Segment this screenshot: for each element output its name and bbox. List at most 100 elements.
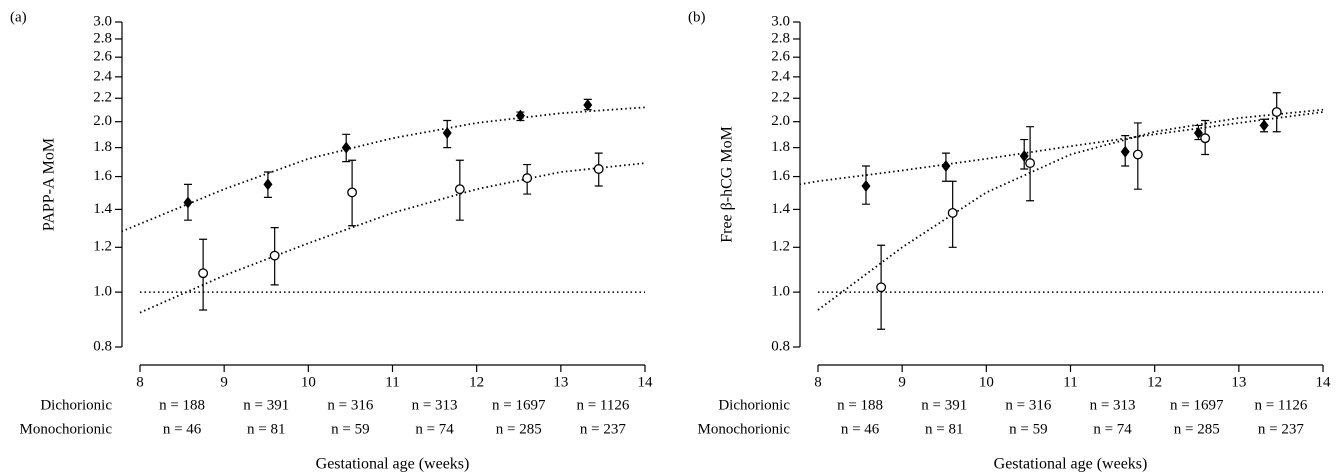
diamond-marker xyxy=(263,178,273,191)
circle-marker xyxy=(1025,158,1036,169)
y-tick-label: 1.4 xyxy=(93,201,112,217)
diamond-marker xyxy=(183,196,193,209)
diamond-marker xyxy=(861,179,871,192)
circle-marker xyxy=(454,184,465,195)
sample-size: n = 391 xyxy=(921,397,967,413)
circle-marker xyxy=(269,250,280,261)
y-tick-label: 2.4 xyxy=(93,68,112,84)
circle-marker xyxy=(1132,149,1143,160)
y-tick-label: 1.0 xyxy=(93,284,112,300)
y-axis-title: PAPP-A MoM xyxy=(41,138,58,231)
diamond-marker xyxy=(941,160,951,173)
fit-curve xyxy=(817,108,1324,311)
table-row-label: Monochorionic xyxy=(698,421,791,437)
x-tick-label: 12 xyxy=(469,374,484,390)
y-tick-label: 2.8 xyxy=(93,30,112,46)
sample-size: n = 188 xyxy=(159,397,205,413)
x-axis-title: Gestational age (weeks) xyxy=(994,456,1148,473)
x-tick-label: 11 xyxy=(385,374,399,390)
sample-size: n = 81 xyxy=(247,421,285,437)
sample-size: n = 1126 xyxy=(1254,397,1307,413)
sample-size: n = 59 xyxy=(331,421,369,437)
diamond-marker xyxy=(1120,145,1130,158)
y-tick-label: 0.8 xyxy=(771,338,790,354)
fit-curve xyxy=(799,111,1324,186)
sample-size: n = 74 xyxy=(1093,421,1132,437)
x-tick-label: 9 xyxy=(898,374,906,390)
y-tick-label: 1.8 xyxy=(93,139,112,155)
diamond-marker xyxy=(1019,149,1029,162)
y-tick-label: 1.2 xyxy=(93,239,112,255)
x-tick-label: 10 xyxy=(301,374,316,390)
sample-size: n = 316 xyxy=(327,397,373,413)
x-tick-label: 13 xyxy=(553,374,568,390)
circle-marker xyxy=(876,282,887,293)
y-tick-label: 2.8 xyxy=(771,30,790,46)
y-tick-label: 1.4 xyxy=(771,201,790,217)
fit-curve xyxy=(121,106,646,233)
fit-curve xyxy=(139,162,646,314)
x-tick-label: 10 xyxy=(979,374,994,390)
sample-size: n = 188 xyxy=(837,397,883,413)
panel-label: (b) xyxy=(688,9,706,25)
x-tick-label: 9 xyxy=(220,374,228,390)
y-tick-label: 3.0 xyxy=(93,13,112,29)
x-tick-label: 8 xyxy=(814,374,822,390)
circle-marker xyxy=(522,173,533,184)
y-tick-label: 1.8 xyxy=(771,139,790,155)
sample-size: n = 237 xyxy=(580,421,626,437)
y-tick-label: 3.0 xyxy=(771,13,790,29)
x-tick-label: 11 xyxy=(1063,374,1077,390)
y-tick-label: 1.0 xyxy=(771,284,790,300)
y-axis-title: Free β-hCG MoM xyxy=(719,126,736,243)
sample-size: n = 81 xyxy=(925,421,963,437)
x-tick-label: 8 xyxy=(136,374,144,390)
circle-marker xyxy=(947,207,958,218)
sample-size: n = 285 xyxy=(496,421,542,437)
x-tick-label: 13 xyxy=(1231,374,1246,390)
y-tick-label: 0.8 xyxy=(93,338,112,354)
circle-marker xyxy=(1200,133,1211,144)
circle-marker xyxy=(347,187,358,198)
y-tick-label: 2.4 xyxy=(771,68,790,84)
sample-size: n = 316 xyxy=(1005,397,1051,413)
table-row-label: Dichorionic xyxy=(40,397,112,413)
table-row-label: Monochorionic xyxy=(20,421,113,437)
y-tick-label: 2.6 xyxy=(771,49,790,65)
sample-size: n = 74 xyxy=(415,421,454,437)
x-tick-label: 14 xyxy=(1316,374,1332,390)
diamond-marker xyxy=(583,99,593,112)
sample-size: n = 285 xyxy=(1174,421,1220,437)
x-axis-title: Gestational age (weeks) xyxy=(316,456,470,473)
sample-size: n = 313 xyxy=(412,397,458,413)
diamond-marker xyxy=(341,141,351,154)
sample-size: n = 46 xyxy=(163,421,202,437)
diamond-marker xyxy=(442,127,452,140)
y-tick-label: 2.0 xyxy=(771,113,790,129)
circle-marker xyxy=(198,268,209,279)
sample-size: n = 313 xyxy=(1090,397,1136,413)
y-tick-label: 2.2 xyxy=(771,90,790,106)
y-tick-label: 2.0 xyxy=(93,113,112,129)
panel-label: (a) xyxy=(10,9,27,25)
y-tick-label: 1.6 xyxy=(771,168,790,184)
sample-size: n = 391 xyxy=(243,397,289,413)
sample-size: n = 237 xyxy=(1258,421,1304,437)
circle-marker xyxy=(1271,107,1282,118)
sample-size: n = 46 xyxy=(841,421,880,437)
y-tick-label: 2.6 xyxy=(93,49,112,65)
x-tick-label: 14 xyxy=(638,374,654,390)
y-tick-label: 1.2 xyxy=(771,239,790,255)
diamond-marker xyxy=(1259,119,1269,132)
sample-size: n = 1697 xyxy=(1170,397,1224,413)
sample-size: n = 59 xyxy=(1009,421,1047,437)
x-tick-label: 12 xyxy=(1147,374,1162,390)
table-row-label: Dichorionic xyxy=(718,397,790,413)
circle-marker xyxy=(593,164,604,174)
diamond-marker xyxy=(515,109,525,122)
sample-size: n = 1697 xyxy=(492,397,546,413)
y-tick-label: 2.2 xyxy=(93,90,112,106)
diamond-marker xyxy=(1193,127,1203,140)
sample-size: n = 1126 xyxy=(576,397,629,413)
